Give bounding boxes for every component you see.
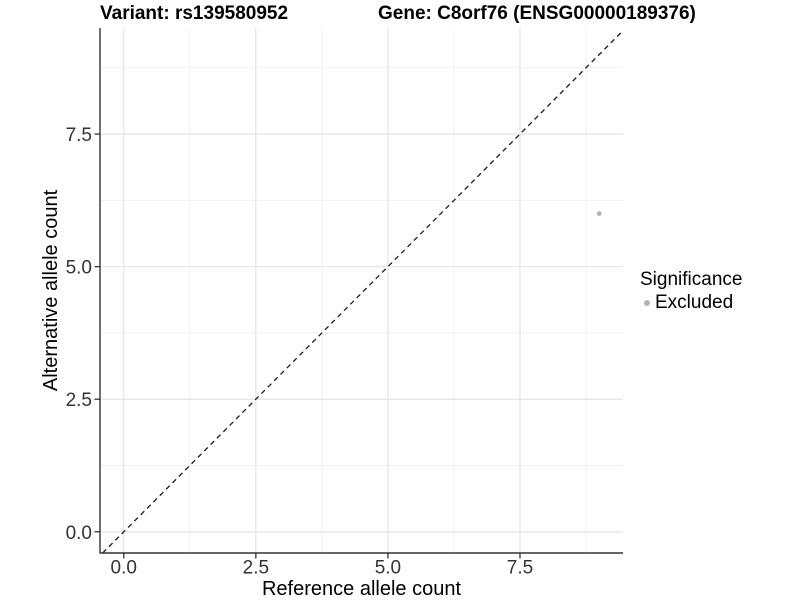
y-tick-label: 2.5 [66,390,92,411]
x-tick-label: 2.5 [243,558,269,579]
x-tick-label: 5.0 [375,558,401,579]
y-tick-label: 7.5 [66,125,92,146]
legend-title: Significance [640,269,743,290]
axis-lines [99,28,623,554]
legend-key-dot [644,299,650,306]
y-tick-label: 5.0 [66,258,92,279]
legend-item-excluded: Excluded [638,292,742,313]
legend: Significance Excluded [638,269,742,313]
y-tick-label: 0.0 [66,523,92,544]
x-axis-label: Reference allele count [262,578,461,600]
identity-dashed-line [102,30,624,554]
y-axis-label: Alternative allele count [40,189,62,391]
gene-title: Gene: C8orf76 (ENSG00000189376) [378,3,696,24]
x-tick-label: 7.5 [507,558,533,579]
x-tick-label: 0.0 [111,558,137,579]
legend-item-label: Excluded [655,292,734,313]
data-point [596,211,602,217]
variant-title: Variant: rs139580952 [100,3,289,24]
